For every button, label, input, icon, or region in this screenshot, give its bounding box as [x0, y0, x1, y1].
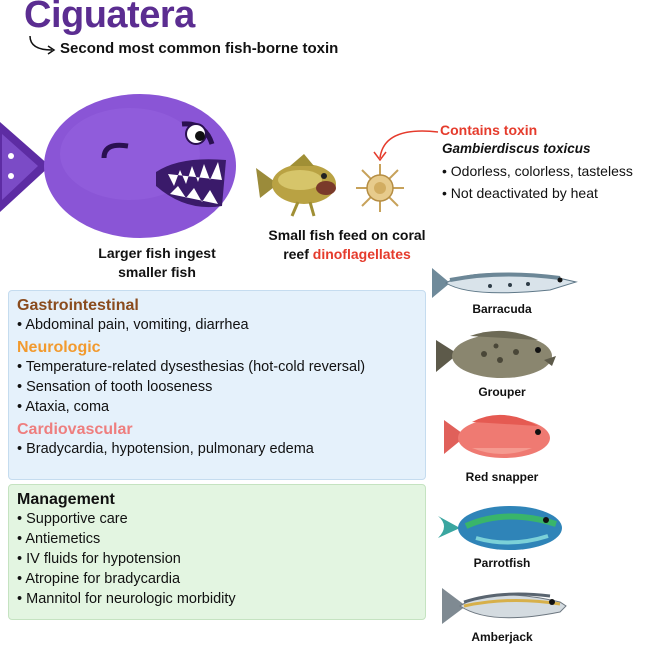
dinoflagellates-highlight: dinoflagellates: [312, 246, 411, 262]
grouper-illustration: [436, 330, 556, 378]
list-item: Antiemetics: [17, 529, 417, 549]
small-fish-caption-line1: Small fish feed on coral: [268, 227, 426, 243]
small-fish-illustration: [256, 154, 336, 217]
red-arrow-icon: [373, 130, 439, 162]
toxin-fact: Not deactivated by heat: [442, 182, 633, 204]
large-fish-caption-line2: smaller fish: [118, 264, 196, 280]
small-fish-caption: Small fish feed on coral reef dinoflagel…: [250, 226, 444, 264]
fish-label-amberjack: Amberjack: [471, 630, 533, 644]
large-fish-caption-line1: Larger fish ingest: [98, 245, 216, 261]
management-heading: Management: [17, 491, 115, 508]
toxin-fact: Odorless, colorless, tasteless: [442, 160, 633, 182]
gastrointestinal-list: Abdominal pain, vomiting, diarrhea: [17, 315, 417, 335]
neurologic-list: Temperature-related dysesthesias (hot-co…: [17, 357, 417, 417]
curved-arrow-icon: [29, 35, 56, 55]
toxin-label: Contains toxin: [440, 122, 538, 138]
toxin-facts-list: Odorless, colorless, tasteless Not deact…: [442, 160, 633, 204]
cardiovascular-list: Bradycardia, hypotension, pulmonary edem…: [17, 439, 417, 459]
clinical-features-box: Gastrointestinal Abdominal pain, vomitin…: [8, 290, 426, 480]
list-item: Ataxia, coma: [17, 397, 417, 417]
list-item: Atropine for bradycardia: [17, 569, 417, 589]
fish-label-red-snapper: Red snapper: [465, 470, 539, 484]
management-list: Supportive care Antiemetics IV fluids fo…: [17, 509, 417, 609]
page-subtitle: Second most common fish-borne toxin: [60, 40, 339, 57]
dinoflagellate-illustration: [356, 164, 404, 212]
barracuda-illustration: [432, 268, 578, 298]
small-fish-caption-plain: reef: [283, 246, 313, 262]
toxin-species: Gambierdiscus toxicus: [442, 141, 591, 156]
fish-label-grouper: Grouper: [478, 385, 526, 399]
cardiovascular-heading: Cardiovascular: [17, 421, 133, 438]
fish-label-parrotfish: Parrotfish: [473, 556, 531, 570]
large-fish-caption: Larger fish ingest smaller fish: [72, 244, 242, 282]
list-item: Bradycardia, hypotension, pulmonary edem…: [17, 439, 417, 459]
amberjack-illustration: [442, 588, 567, 624]
parrotfish-illustration: [438, 506, 562, 550]
list-item: Abdominal pain, vomiting, diarrhea: [17, 315, 417, 335]
list-item: Supportive care: [17, 509, 417, 529]
list-item: IV fluids for hypotension: [17, 549, 417, 569]
small-fish-caption-line2: reef dinoflagellates: [250, 245, 444, 264]
list-item: Mannitol for neurologic morbidity: [17, 589, 417, 609]
list-item: Temperature-related dysesthesias (hot-co…: [17, 357, 417, 377]
red-snapper-illustration: [444, 414, 550, 458]
gastrointestinal-heading: Gastrointestinal: [17, 297, 139, 314]
list-item: Sensation of tooth looseness: [17, 377, 417, 397]
neurologic-heading: Neurologic: [17, 339, 101, 356]
fish-label-barracuda: Barracuda: [472, 302, 532, 316]
page-title: Ciguatera: [24, 0, 195, 36]
management-box: Management Supportive care Antiemetics I…: [8, 484, 426, 620]
large-fish-illustration: [0, 94, 236, 238]
